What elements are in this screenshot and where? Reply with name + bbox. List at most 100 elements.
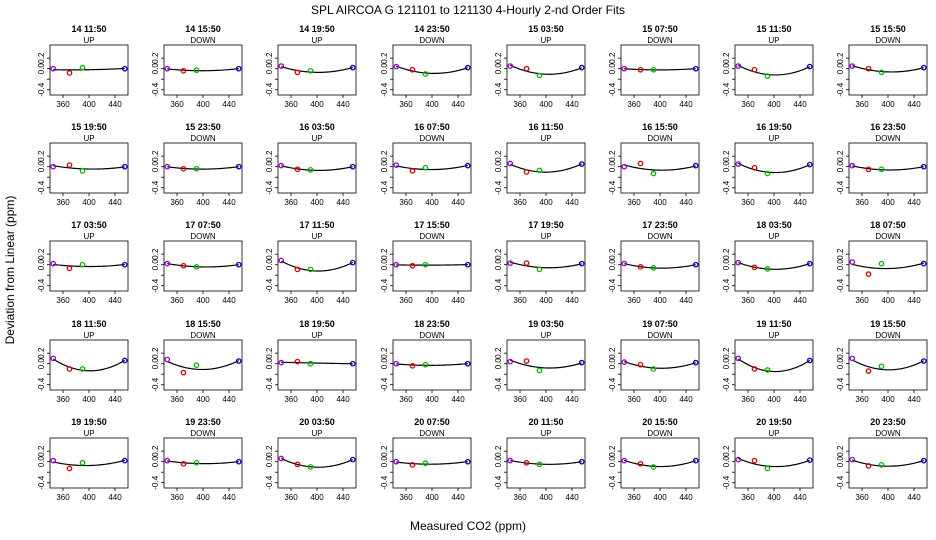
fit-curve — [737, 358, 811, 373]
x-tick-label: 440 — [451, 198, 465, 207]
x-tick-label: 400 — [310, 493, 324, 502]
panel-title: 17 07:50 — [185, 220, 221, 230]
x-tick-label: 440 — [108, 198, 122, 207]
y-tick-label: 0.2 — [836, 248, 845, 260]
y-tick-label: -0.4 — [608, 475, 617, 489]
fit-curve — [167, 460, 239, 465]
data-point — [50, 260, 57, 267]
y-tick-label: 0.0 — [265, 161, 274, 173]
x-tick-label: 400 — [653, 100, 667, 109]
panel-title: 16 07:50 — [414, 122, 450, 132]
data-point — [578, 161, 585, 167]
data-point — [523, 260, 530, 266]
fit-curve — [53, 263, 125, 268]
data-point — [121, 457, 128, 464]
data-point — [180, 460, 187, 467]
x-tick-label: 440 — [451, 493, 465, 502]
y-tick-label: -0.4 — [608, 278, 617, 292]
y-tick-label: 0.0 — [836, 161, 845, 173]
data-point — [409, 168, 416, 174]
y-tick-label: 0.0 — [494, 456, 503, 468]
fit-curve — [396, 164, 468, 171]
x-tick-label: 440 — [679, 198, 693, 207]
data-point — [536, 167, 543, 174]
x-tick-label: 360 — [741, 100, 755, 109]
y-tick-label: -0.4 — [608, 82, 617, 96]
x-tick-label: 360 — [284, 296, 298, 305]
data-point — [164, 65, 171, 72]
data-point — [307, 360, 314, 367]
fit-curve — [167, 263, 239, 268]
data-point — [349, 64, 356, 71]
x-tick-label: 400 — [425, 493, 439, 502]
x-tick-label: 400 — [881, 296, 895, 305]
panel: 18 11:50 UP 360 400 440 -0.4 0.00.2 — [37, 319, 129, 404]
y-tick-label: 0.0 — [151, 161, 160, 173]
x-tick-label: 440 — [793, 395, 807, 404]
panel-title: 20 03:50 — [299, 417, 335, 427]
x-tick-label: 400 — [196, 198, 210, 207]
y-tick-label: -0.4 — [494, 475, 503, 489]
x-tick-label: 400 — [82, 296, 96, 305]
x-tick-label: 400 — [539, 296, 553, 305]
x-tick-label: 360 — [627, 100, 641, 109]
x-tick-label: 440 — [222, 296, 236, 305]
y-tick-label: 0.2 — [722, 248, 731, 260]
data-point — [294, 266, 301, 273]
panel-direction: UP — [768, 429, 779, 438]
data-point — [920, 457, 927, 464]
y-tick-label: 0.2 — [37, 150, 46, 162]
panel-title: 20 07:50 — [414, 417, 450, 427]
panel-title: 18 15:50 — [185, 319, 221, 329]
panel-title: 15 15:50 — [870, 24, 906, 34]
panel-title: 16 19:50 — [756, 122, 792, 132]
data-point — [464, 360, 471, 367]
data-point — [751, 457, 758, 464]
data-point — [422, 361, 429, 368]
panel-title: 19 03:50 — [528, 319, 564, 329]
data-point — [637, 263, 644, 270]
panel: 17 19:50 UP 360 400 440 -0.4 0.00.2 — [494, 220, 586, 305]
y-tick-label: 0.2 — [494, 445, 503, 457]
fit-curve — [737, 162, 810, 174]
y-tick-label: 0.0 — [265, 358, 274, 370]
panel-title: 14 11:50 — [71, 24, 106, 34]
data-point — [79, 168, 86, 174]
panel-title: 19 23:50 — [185, 417, 221, 427]
panel: 17 11:50 UP 360 400 440 -0.4 0.00.2 — [265, 220, 357, 305]
x-tick-label: 440 — [679, 493, 693, 502]
y-tick-label: 0.0 — [265, 456, 274, 468]
y-tick-label: -0.4 — [722, 377, 731, 391]
panel: 15 03:50 UP 360 400 440 -0.4 0.00.2 — [494, 24, 586, 109]
panel-title: 17 11:50 — [299, 220, 334, 230]
y-tick-label: -0.4 — [151, 82, 160, 96]
data-point — [735, 161, 742, 167]
data-point — [180, 67, 187, 74]
panel-title: 16 03:50 — [299, 122, 335, 132]
data-point — [235, 163, 242, 170]
x-tick-label: 360 — [627, 198, 641, 207]
x-tick-label: 440 — [336, 395, 350, 404]
y-tick-label: -0.4 — [836, 377, 845, 391]
data-point — [650, 366, 657, 372]
x-tick-label: 400 — [310, 296, 324, 305]
panel: 14 23:50 DOWN 360 400 440 -0.4 0.00.2 — [380, 24, 472, 109]
y-tick-label: -0.4 — [151, 377, 160, 391]
data-point — [235, 65, 242, 72]
x-tick-label: 400 — [881, 395, 895, 404]
data-point — [121, 357, 128, 364]
fit-curve — [510, 459, 582, 465]
data-point — [637, 460, 644, 467]
data-point — [878, 260, 885, 267]
panel-frame — [277, 339, 357, 391]
y-tick-label: 0.0 — [494, 63, 503, 75]
data-point — [507, 358, 514, 365]
x-tick-label: 360 — [56, 198, 70, 207]
panel-title: 19 19:50 — [71, 417, 107, 427]
panel-title: 16 15:50 — [642, 122, 678, 132]
y-tick-label: 0.2 — [380, 445, 389, 457]
panel: 16 07:50 DOWN 360 400 440 -0.4 0.00.2 — [380, 122, 472, 207]
data-point — [523, 65, 530, 72]
y-tick-label: 0.2 — [494, 150, 503, 162]
data-point — [164, 356, 171, 363]
